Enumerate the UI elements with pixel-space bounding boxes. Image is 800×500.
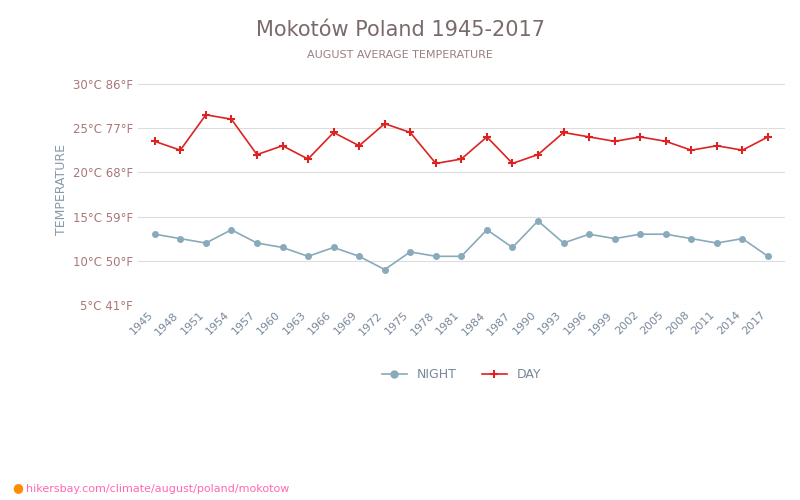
Text: AUGUST AVERAGE TEMPERATURE: AUGUST AVERAGE TEMPERATURE [307, 50, 493, 60]
Legend: NIGHT, DAY: NIGHT, DAY [377, 363, 546, 386]
Text: Mokotów Poland 1945-2017: Mokotów Poland 1945-2017 [255, 20, 545, 40]
Y-axis label: TEMPERATURE: TEMPERATURE [55, 144, 68, 236]
Text: hikersbay.com/climate/august/poland/mokotow: hikersbay.com/climate/august/poland/moko… [26, 484, 289, 494]
Text: ●: ● [12, 481, 23, 494]
